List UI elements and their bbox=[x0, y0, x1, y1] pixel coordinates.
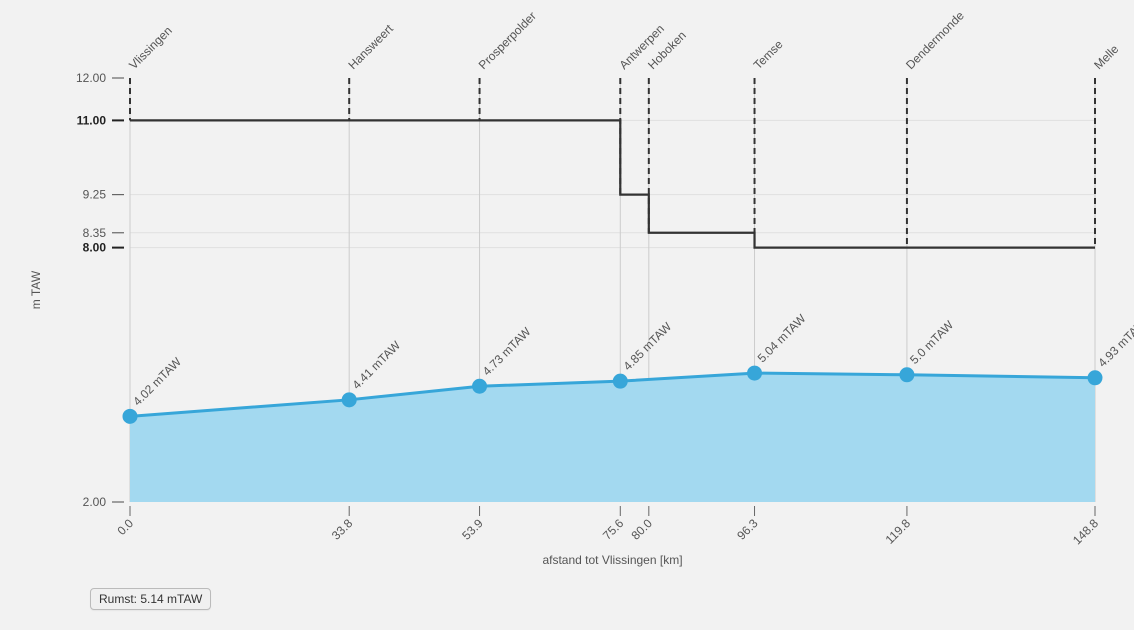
chart-container: 2.008.008.359.2511.0012.004.02 mTAW4.41 … bbox=[0, 0, 1134, 630]
y-tick-label: 9.25 bbox=[83, 188, 107, 202]
data-point bbox=[123, 409, 137, 423]
y-axis-title: m TAW bbox=[29, 270, 43, 309]
data-point bbox=[1088, 371, 1102, 385]
y-tick-label: 11.00 bbox=[77, 113, 107, 127]
data-point bbox=[342, 393, 356, 407]
chart-svg: 2.008.008.359.2511.0012.004.02 mTAW4.41 … bbox=[0, 0, 1134, 630]
data-point bbox=[473, 379, 487, 393]
status-badge-text: Rumst: 5.14 mTAW bbox=[99, 592, 202, 606]
x-axis-title: afstand tot Vlissingen [km] bbox=[542, 553, 682, 567]
data-point bbox=[900, 368, 914, 382]
y-tick-label: 8.00 bbox=[83, 241, 107, 255]
status-badge: Rumst: 5.14 mTAW bbox=[90, 588, 211, 610]
y-tick-label: 8.35 bbox=[83, 226, 107, 240]
y-tick-label: 12.00 bbox=[76, 71, 106, 85]
data-point bbox=[613, 374, 627, 388]
data-point bbox=[748, 366, 762, 380]
y-tick-label: 2.00 bbox=[83, 495, 107, 509]
